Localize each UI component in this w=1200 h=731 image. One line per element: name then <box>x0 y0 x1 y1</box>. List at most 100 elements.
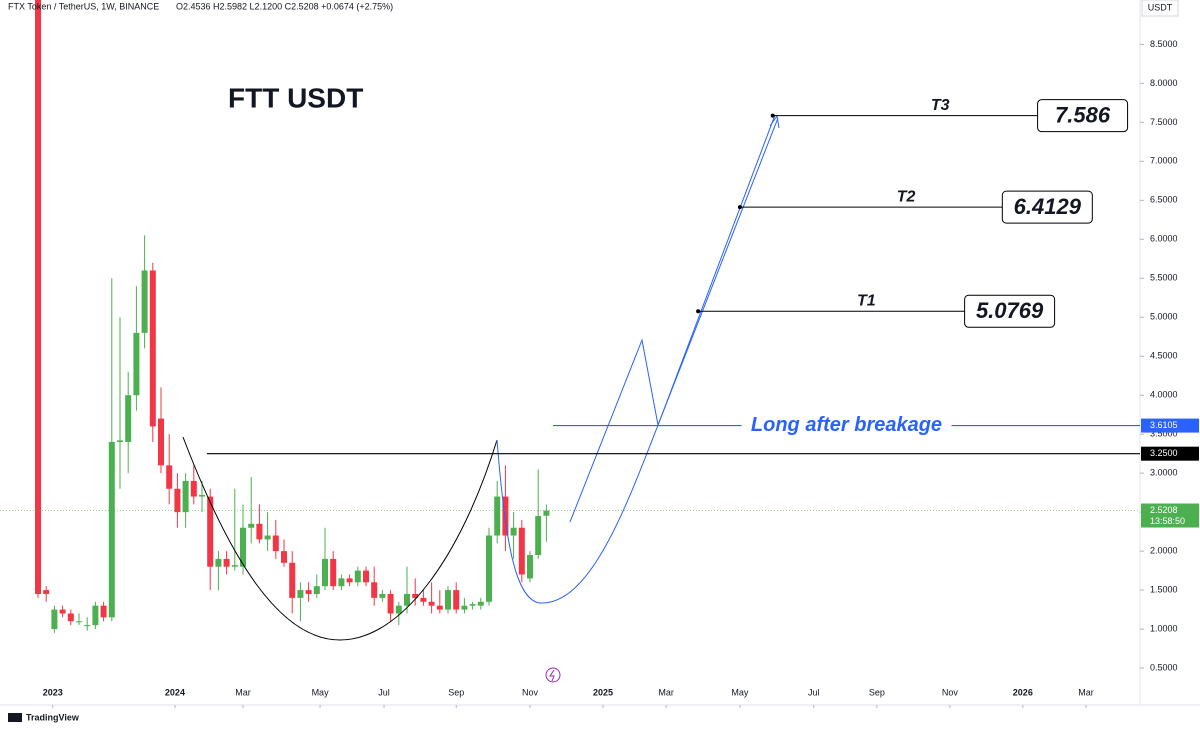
candle-body <box>43 590 50 594</box>
y-tick-label: 5.5000 <box>1150 273 1178 283</box>
x-tick-label: May <box>312 687 330 697</box>
target-point <box>696 309 701 314</box>
candle-body <box>510 527 517 536</box>
candle-body <box>59 609 66 614</box>
candle-body <box>453 590 460 610</box>
target-box <box>1037 99 1129 133</box>
target-name: T1 <box>857 292 876 309</box>
level-label: 3.6105 <box>1150 420 1178 430</box>
candle-body <box>100 605 107 618</box>
candle-body <box>84 625 91 627</box>
y-tick-label: 5.0000 <box>1150 312 1178 322</box>
ohlc-info: O2.4536 H2.5982 L2.1200 C2.5208 +0.0674 … <box>176 1 393 11</box>
x-tick-label: 2023 <box>43 687 63 697</box>
current-price-tag <box>1141 503 1199 528</box>
candle-body <box>518 527 525 575</box>
candle-body <box>420 597 427 602</box>
candle-body <box>387 593 394 614</box>
y-tick-label: 6.0000 <box>1150 234 1178 244</box>
x-tick-label: Mar <box>1078 687 1094 697</box>
x-tick-label: Mar <box>658 687 674 697</box>
chart-title: FTT USDT <box>228 82 363 113</box>
candle-body <box>108 441 115 618</box>
candle-body <box>305 590 312 594</box>
candle-body <box>223 558 230 567</box>
candle-body <box>321 558 328 587</box>
candle-body <box>527 555 534 579</box>
y-tick-label: 3.0000 <box>1150 468 1178 478</box>
x-tick-label: Sep <box>448 687 464 697</box>
y-tick-label: 4.0000 <box>1150 390 1178 400</box>
event-icon <box>545 667 561 683</box>
candle-body <box>239 527 246 567</box>
y-tick-label: 0.5000 <box>1150 662 1178 672</box>
candle-body <box>354 570 361 583</box>
candle-body <box>157 418 164 466</box>
candle-body <box>330 558 337 587</box>
target-point <box>770 113 775 118</box>
candle-body <box>379 593 386 598</box>
candle-body <box>502 496 509 536</box>
candle-body <box>256 523 263 540</box>
countdown-label: 13:58:50 <box>1150 516 1185 526</box>
y-tick-label: 6.5000 <box>1150 195 1178 205</box>
y-tick-label: 1.5000 <box>1150 584 1178 594</box>
candle-body <box>461 605 468 610</box>
x-tick-label: 2025 <box>593 687 613 697</box>
candle-body <box>494 496 501 536</box>
event-icon-bolt <box>549 669 555 682</box>
current-price-label: 2.5208 <box>1150 505 1178 515</box>
candle-body <box>215 558 222 567</box>
candle-body <box>190 480 197 497</box>
plot-area <box>34 0 550 633</box>
brand-name: TradingView <box>26 712 80 722</box>
y-tick-label: 4.5000 <box>1150 351 1178 361</box>
x-tick-label: Sep <box>869 687 885 697</box>
x-tick-label: 2024 <box>165 687 185 697</box>
y-tick-label: 3.5000 <box>1150 429 1178 439</box>
candle-body <box>207 496 214 567</box>
candle-body <box>182 480 189 513</box>
candle-body <box>166 465 173 489</box>
candle-body <box>477 601 484 606</box>
candle-body <box>116 440 123 442</box>
candle-body <box>280 551 287 563</box>
target-box <box>1001 190 1093 224</box>
candle-body <box>535 516 542 556</box>
level-label: 3.2500 <box>1150 448 1178 458</box>
x-tick-label: Jul <box>808 687 820 697</box>
candle-body <box>362 570 369 583</box>
candle-body <box>141 270 148 333</box>
candle-body <box>248 523 255 528</box>
candle-body <box>469 604 476 606</box>
candle-body <box>34 0 41 594</box>
target-name: T3 <box>931 97 950 114</box>
target-name: T2 <box>897 188 916 205</box>
candle-body <box>67 613 74 622</box>
candle-body <box>289 562 296 598</box>
candle-body <box>445 590 452 610</box>
currency-label: USDT <box>1148 2 1173 12</box>
currency-box <box>1141 0 1179 17</box>
level-tag <box>1141 418 1199 433</box>
candle-body <box>198 494 205 497</box>
y-tick-label: 7.5000 <box>1150 117 1178 127</box>
y-tick-label: 2.0000 <box>1150 545 1178 555</box>
y-tick-label: 7.0000 <box>1150 156 1178 166</box>
candle-body <box>338 578 345 587</box>
symbol-info: FTX Token / TetherUS, 1W, BINANCE <box>8 1 159 11</box>
candle-body <box>264 535 271 540</box>
target-value: 6.4129 <box>1014 194 1082 219</box>
candle-body <box>75 621 82 623</box>
x-tick-label: May <box>731 687 749 697</box>
projection-path <box>569 117 779 523</box>
x-tick-label: Jul <box>378 687 390 697</box>
candle-body <box>133 332 140 396</box>
candle-body <box>371 582 378 598</box>
candle-body <box>125 395 132 442</box>
target-value: 7.586 <box>1055 102 1111 127</box>
candle-body <box>149 270 156 427</box>
x-tick-label: Nov <box>522 687 539 697</box>
